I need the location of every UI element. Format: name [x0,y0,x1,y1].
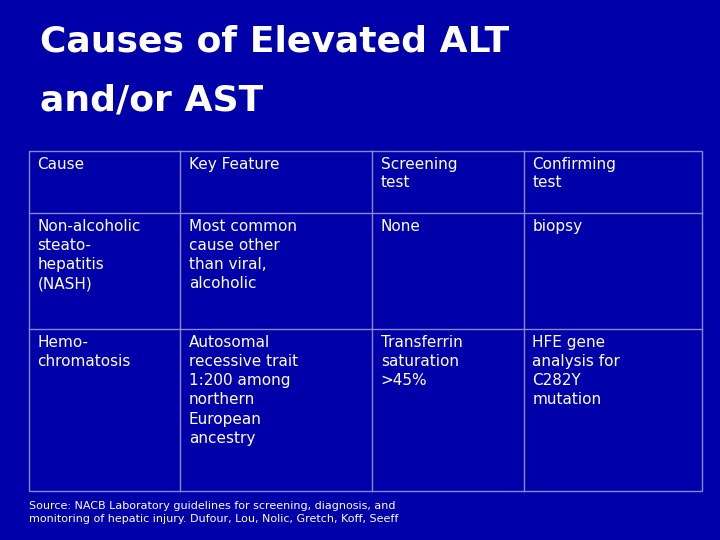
Text: Most common
cause other
than viral,
alcoholic: Most common cause other than viral, alco… [189,219,297,291]
Text: HFE gene
analysis for
C282Y
mutation: HFE gene analysis for C282Y mutation [532,335,620,407]
Text: Source: NACB Laboratory guidelines for screening, diagnosis, and
monitoring of h: Source: NACB Laboratory guidelines for s… [29,501,398,524]
Bar [29,151,702,491]
Text: Autosomal
recessive trait
1:200 among
northern
European
ancestry: Autosomal recessive trait 1:200 among no… [189,335,298,446]
Text: Key Feature: Key Feature [189,157,279,172]
Text: Non-alcoholic
steato-
hepatitis
(NASH): Non-alcoholic steato- hepatitis (NASH) [37,219,141,291]
Text: Transferrin
saturation
>45%: Transferrin saturation >45% [381,335,462,388]
Text: and/or AST: and/or AST [40,84,263,118]
Text: Confirming
test: Confirming test [532,157,616,190]
Bar [29,151,702,491]
Text: Cause: Cause [37,157,84,172]
Text: biopsy: biopsy [532,219,582,234]
Text: Hemo-
chromatosis: Hemo- chromatosis [37,335,131,369]
Text: None: None [381,219,420,234]
Text: Screening
test: Screening test [381,157,457,190]
Text: Causes of Elevated ALT: Causes of Elevated ALT [40,24,509,58]
